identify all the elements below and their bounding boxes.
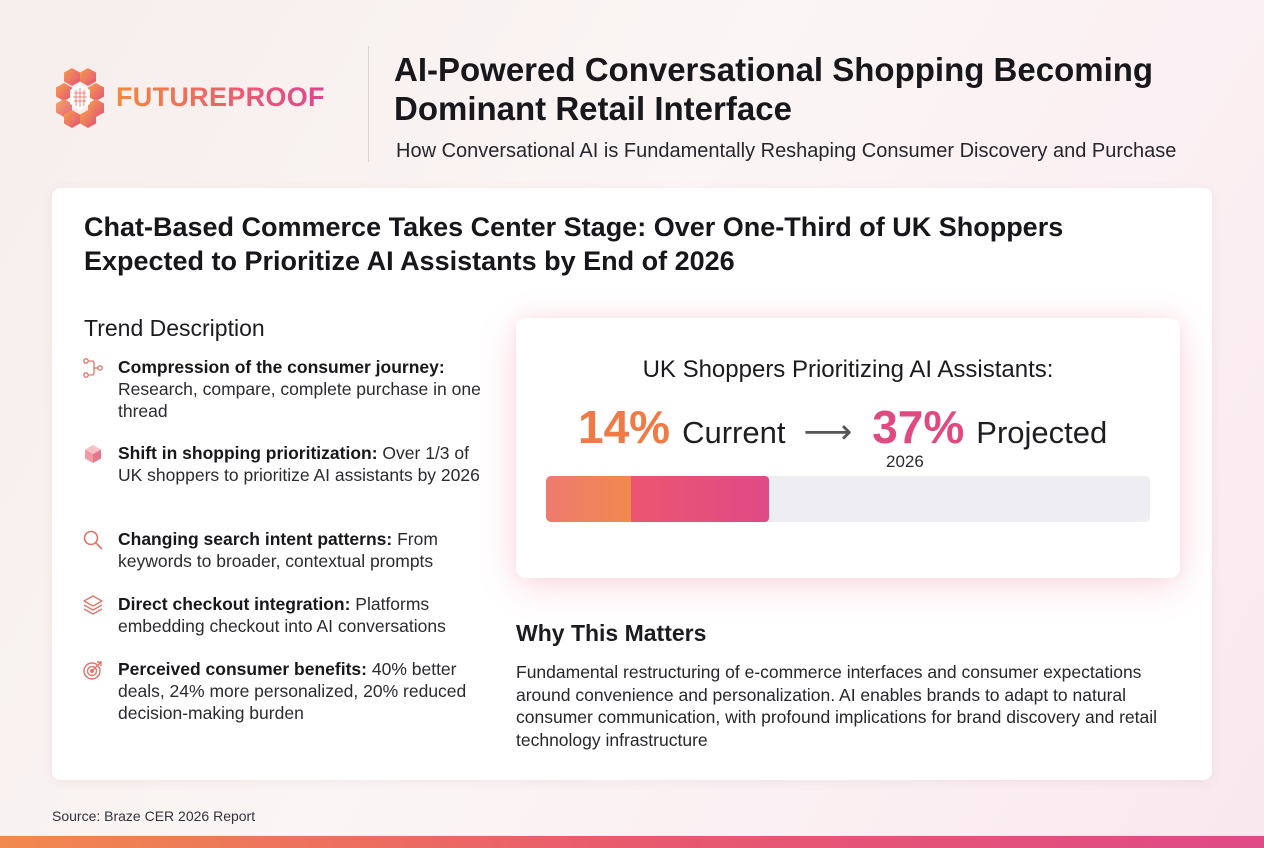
hexagon-cluster-icon	[56, 68, 104, 128]
journey-path-icon	[82, 356, 108, 422]
search-icon	[82, 528, 108, 572]
layers-icon	[82, 593, 108, 637]
trend-item-text: From keywords to broader, contextual pro…	[118, 529, 438, 571]
why-heading: Why This Matters	[516, 620, 707, 646]
progress-track	[546, 476, 1150, 522]
trend-item: Perceived consumer benefits: 40% better …	[82, 658, 492, 724]
trend-item-title: Direct checkout integration:	[118, 594, 351, 614]
current-percentage: 14%	[578, 401, 671, 453]
trend-item-text: Research, compare, complete purchase in …	[118, 379, 481, 421]
trend-item-text: Over 1/3 of UK shoppers to prioritize AI…	[118, 443, 480, 485]
cube-icon	[82, 442, 108, 486]
page-subtitle: How Conversational AI is Fundamentally R…	[396, 140, 1177, 162]
source-note: Source: Braze CER 2026 Report	[52, 808, 256, 824]
arrow-right-icon: ⟶	[803, 413, 853, 451]
current-label: Current	[682, 415, 786, 450]
brand-logo: FUTUREPROOF	[52, 66, 325, 128]
target-icon	[82, 658, 108, 724]
trend-heading: Trend Description	[84, 315, 265, 341]
projected-year: 2026	[886, 452, 924, 471]
stat-row: 14% Current ⟶ 37% Projected	[578, 400, 1107, 454]
projected-percentage: 37%	[872, 401, 965, 453]
trend-item: Direct checkout integration: Platforms e…	[82, 593, 492, 637]
stat-title: UK Shoppers Prioritizing AI Assistants:	[642, 356, 1054, 383]
trend-item: Shift in shopping prioritization: Over 1…	[82, 442, 492, 486]
brand-name: FUTUREPROOF	[116, 81, 325, 112]
trend-item: Compression of the consumer journey: Res…	[82, 356, 492, 422]
content-card: Chat-Based Commerce Takes Center Stage: …	[52, 188, 1212, 780]
header-divider	[368, 46, 369, 162]
card-headline: Chat-Based Commerce Takes Center Stage: …	[84, 212, 1064, 276]
trend-item-title: Shift in shopping prioritization:	[118, 443, 378, 463]
page-title: AI-Powered Conversational Shopping Becom…	[394, 51, 1154, 127]
trend-item-text: Platforms embedding checkout into AI con…	[118, 594, 446, 636]
projected-label: Projected	[976, 415, 1108, 450]
trend-item-title: Changing search intent patterns:	[118, 529, 393, 549]
trend-item-text: 40% better deals, 24% more personalized,…	[118, 659, 467, 723]
trend-item-title: Compression of the consumer journey:	[118, 357, 445, 377]
trend-item-title: Perceived consumer benefits:	[118, 659, 367, 679]
progress-projected	[630, 476, 770, 522]
trend-item: Changing search intent patterns: From ke…	[82, 528, 492, 572]
why-body: Fundamental restructuring of e-commerce …	[516, 662, 1157, 750]
stat-panel: UK Shoppers Prioritizing AI Assistants: …	[516, 318, 1180, 578]
footer-bar	[0, 836, 1264, 848]
progress-current	[546, 476, 631, 522]
